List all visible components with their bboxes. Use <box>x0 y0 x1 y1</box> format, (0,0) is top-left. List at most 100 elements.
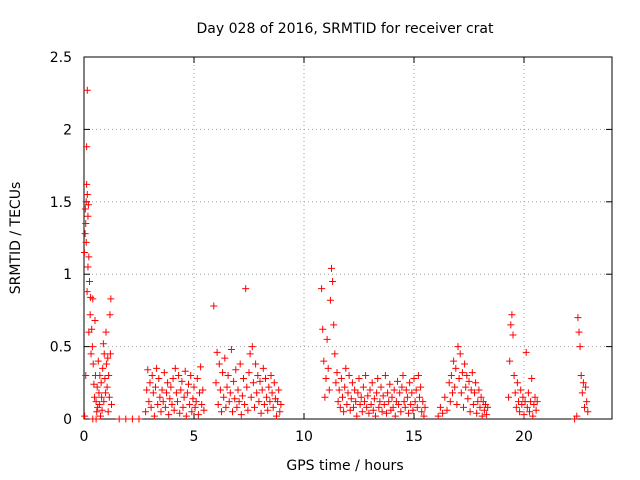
data-point <box>94 357 102 365</box>
data-point <box>332 379 340 387</box>
data-point <box>476 403 484 411</box>
data-point <box>363 403 371 411</box>
data-point <box>484 403 492 411</box>
data-point <box>529 412 537 420</box>
data-point <box>518 401 526 409</box>
data-point <box>274 398 282 406</box>
data-point <box>98 393 106 401</box>
data-point <box>95 389 103 397</box>
data-point <box>165 411 173 419</box>
data-point <box>83 180 91 188</box>
data-point <box>344 389 352 397</box>
data-point <box>526 408 533 416</box>
data-point <box>266 398 274 406</box>
data-point <box>434 412 442 420</box>
data-point <box>464 395 472 403</box>
data-point <box>145 398 153 406</box>
data-point <box>460 403 467 411</box>
data-point <box>93 383 101 391</box>
data-point <box>221 354 229 362</box>
data-point <box>472 379 480 387</box>
data-points <box>80 86 592 423</box>
data-point <box>361 398 368 406</box>
data-point <box>185 380 192 388</box>
data-point <box>244 406 252 414</box>
data-point <box>178 377 186 385</box>
data-point <box>81 205 89 213</box>
data-point <box>81 412 89 420</box>
data-point <box>135 415 143 423</box>
data-point <box>410 374 418 382</box>
data-point <box>367 401 375 409</box>
data-point <box>90 380 98 388</box>
data-point <box>248 343 256 351</box>
data-point <box>142 408 150 416</box>
data-point <box>153 364 161 372</box>
data-point <box>354 389 362 397</box>
data-point <box>84 201 92 209</box>
data-point <box>356 401 364 409</box>
data-point <box>455 374 463 382</box>
data-point <box>152 383 159 391</box>
data-point <box>230 377 238 385</box>
data-point <box>463 372 471 380</box>
data-point <box>212 379 220 387</box>
grid <box>84 57 612 419</box>
data-point <box>102 360 110 368</box>
data-point <box>450 357 458 365</box>
data-point <box>399 372 407 380</box>
data-point <box>443 406 451 414</box>
data-point <box>171 364 179 372</box>
data-point <box>325 386 333 394</box>
data-point <box>394 377 401 385</box>
data-point <box>331 350 339 358</box>
data-point <box>156 393 164 401</box>
data-point <box>172 389 180 397</box>
data-point <box>166 395 174 403</box>
data-point <box>103 383 111 391</box>
data-point <box>483 411 491 419</box>
data-point <box>511 389 519 397</box>
data-point <box>520 411 528 419</box>
data-point <box>144 366 152 374</box>
data-point <box>506 357 514 365</box>
data-point <box>213 348 221 356</box>
data-point <box>251 403 258 411</box>
data-point <box>85 253 93 261</box>
data-point <box>95 401 103 409</box>
data-point <box>516 408 524 416</box>
data-point <box>451 383 459 391</box>
data-point <box>368 379 376 387</box>
data-point <box>242 285 250 293</box>
data-point <box>378 408 386 416</box>
data-point <box>96 372 104 380</box>
data-point <box>524 389 532 397</box>
data-point <box>375 403 383 411</box>
data-point <box>523 403 531 411</box>
data-point <box>370 395 378 403</box>
data-point <box>200 406 208 414</box>
data-point <box>97 412 104 420</box>
data-point <box>419 398 427 406</box>
data-point <box>107 295 115 303</box>
data-point <box>471 389 478 397</box>
data-point <box>147 403 155 411</box>
data-point <box>257 409 265 417</box>
data-point <box>322 374 330 382</box>
data-point <box>99 340 107 348</box>
data-point <box>576 343 584 351</box>
data-point <box>328 264 335 272</box>
data-point <box>260 401 268 409</box>
data-point <box>409 406 417 414</box>
data-point <box>508 311 516 319</box>
data-point <box>573 412 581 420</box>
data-point <box>466 408 474 416</box>
data-point <box>246 350 254 358</box>
data-point <box>94 403 102 411</box>
data-point <box>104 354 112 362</box>
data-point <box>88 325 96 333</box>
data-point <box>91 317 99 325</box>
data-point <box>351 386 359 394</box>
data-point <box>181 367 189 375</box>
data-point <box>414 372 422 380</box>
